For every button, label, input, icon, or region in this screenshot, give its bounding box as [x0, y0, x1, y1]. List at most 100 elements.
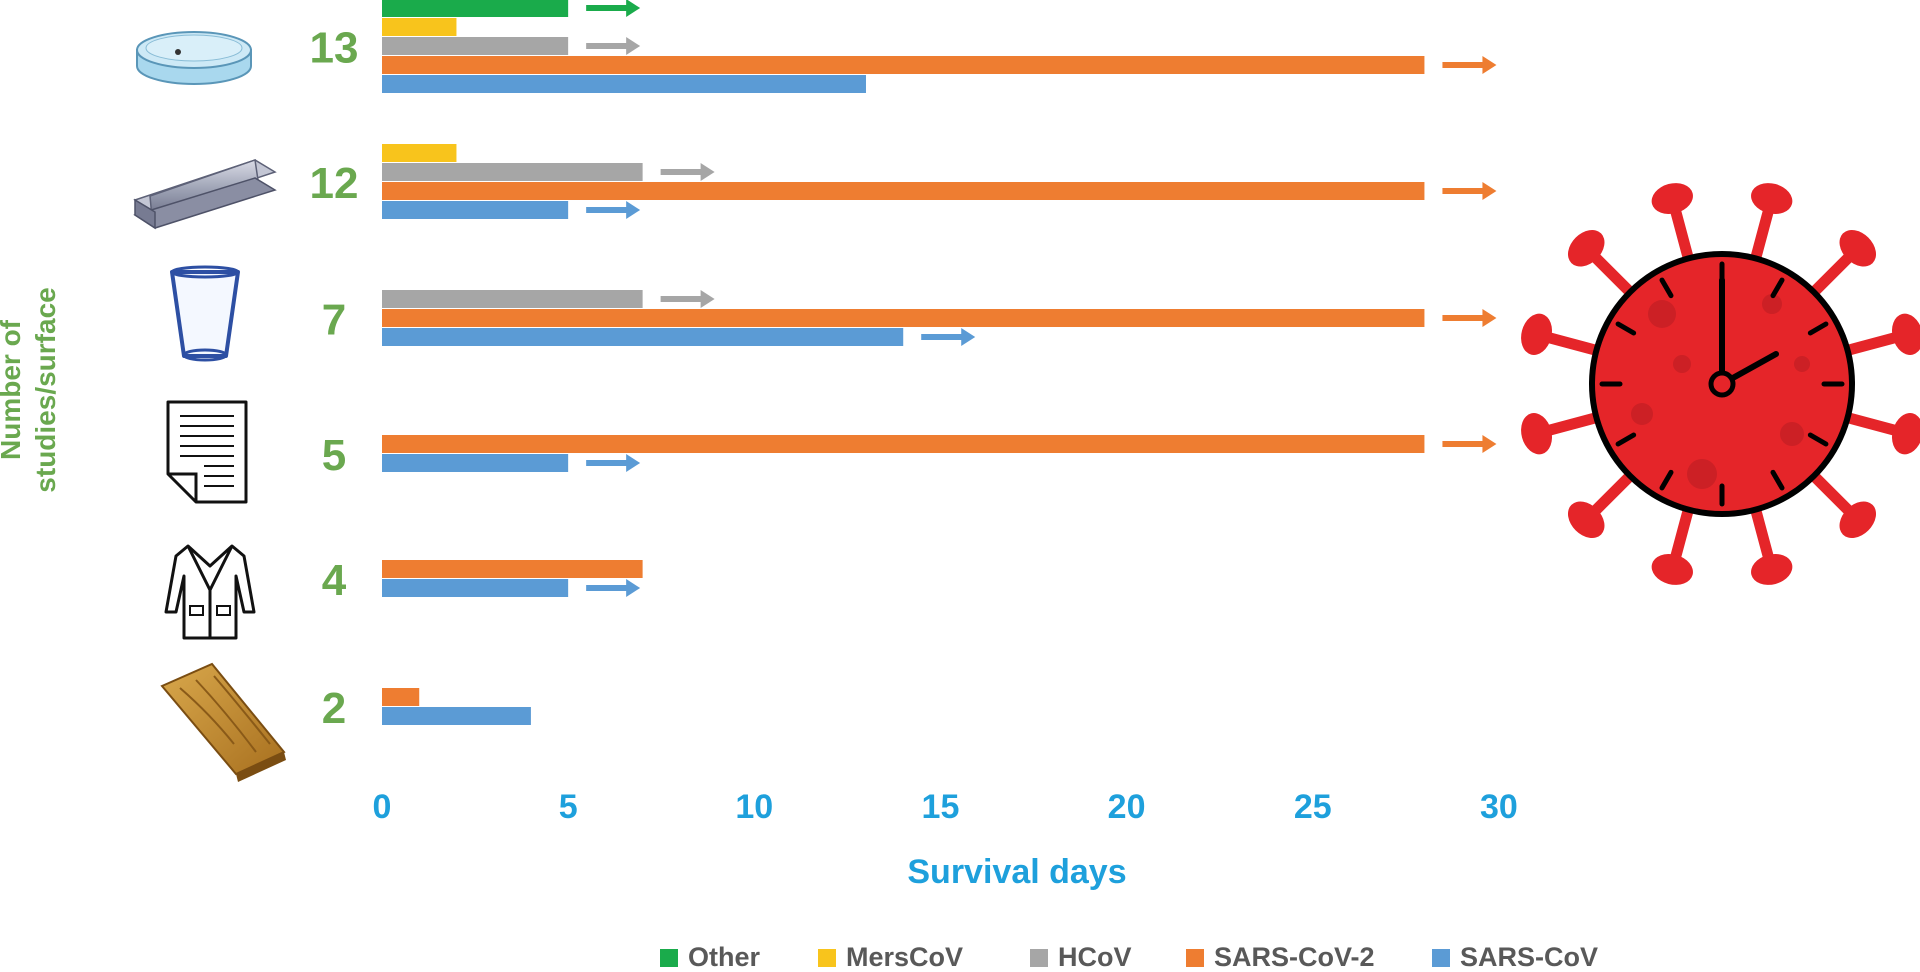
x-tick-label: 30 [1480, 788, 1518, 826]
virus-spot [1794, 356, 1810, 372]
count-label: 2 [322, 684, 346, 733]
bar-sars-cov [382, 75, 866, 93]
legend-swatch-other [660, 949, 678, 967]
clock-tick [1807, 321, 1829, 336]
virus-spike-tip [1567, 501, 1605, 539]
clock-tick [1659, 277, 1674, 299]
virus-spike-tip [1839, 229, 1877, 267]
bar-sars-cov [382, 328, 904, 346]
coat-icon [164, 544, 256, 640]
clock-tick [1615, 321, 1637, 336]
bar-sars-cov [382, 707, 531, 725]
legend-swatch-merscov [818, 949, 836, 967]
bar-sars-cov-2 [382, 435, 1425, 453]
x-axis-label: Survival days [907, 853, 1126, 891]
continuation-arrow [586, 579, 641, 597]
bar-sars-cov-2 [382, 560, 643, 578]
count-label: 4 [322, 556, 347, 605]
virus-spike [1836, 410, 1904, 437]
virus-spike [1669, 202, 1696, 270]
clock-center [1708, 370, 1736, 398]
clock-tick [1615, 432, 1637, 447]
legend-label-sars-cov: SARS-CoV [1460, 942, 1598, 972]
legend-label-sars-cov-2: SARS-CoV-2 [1214, 942, 1375, 972]
legend-label-hcov: HCoV [1058, 942, 1132, 972]
bar-merscov [382, 18, 457, 36]
continuation-arrow [1442, 435, 1497, 453]
bar-sars-cov-2 [382, 182, 1425, 200]
virus-spike [1587, 466, 1640, 519]
continuation-arrow [586, 454, 641, 472]
petri-dish-icon [136, 31, 252, 85]
continuation-arrow [660, 290, 715, 308]
paper-icon [166, 400, 248, 504]
continuation-arrow [921, 328, 976, 346]
virus-spike-tip [1891, 313, 1920, 355]
clock-tick [1659, 469, 1674, 491]
bar-hcov [382, 163, 643, 181]
virus-spike [1540, 410, 1608, 437]
bar-merscov [382, 144, 457, 162]
virus-spike [1836, 331, 1904, 358]
virus-spike [1804, 466, 1857, 519]
virus-spot [1687, 459, 1717, 489]
x-tick-label: 15 [922, 788, 960, 826]
y-axis-label-line1: Number of [0, 319, 26, 460]
virus-spike-tip [1751, 553, 1793, 585]
glass-icon [170, 265, 240, 362]
count-labels: 13 12 7 5 4 2 [310, 24, 359, 734]
bar-sars-cov-2 [382, 56, 1425, 74]
virus-spike-tip [1651, 553, 1693, 585]
count-label: 13 [310, 24, 359, 73]
clock-tick [1770, 469, 1785, 491]
x-tick-label: 20 [1108, 788, 1146, 826]
continuation-arrow [1442, 56, 1497, 74]
virus-spike-tip [1839, 501, 1877, 539]
virus-spike [1748, 202, 1775, 270]
wood-icon [160, 662, 286, 782]
virus-spike-tip [1521, 313, 1553, 355]
bar-other [382, 0, 569, 17]
clock-tick [1770, 277, 1785, 299]
continuation-arrow [586, 201, 641, 219]
virus-spike [1748, 498, 1775, 566]
virus-spike-tip [1567, 229, 1605, 267]
virus-spike-tip [1891, 413, 1920, 455]
legend-swatch-sars-cov-2 [1186, 949, 1204, 967]
virus-spike [1669, 498, 1696, 566]
bar-sars-cov [382, 454, 569, 472]
y-axis-label-line2: studies/surface [30, 287, 61, 492]
virus-spot [1780, 422, 1804, 446]
virus-spike-tip [1521, 413, 1553, 455]
y-axis-label: Number of studies/surface [0, 287, 61, 492]
bar-sars-cov-2 [382, 309, 1425, 327]
bar-sars-cov [382, 201, 569, 219]
bar-hcov [382, 37, 569, 55]
x-tick-label: 10 [735, 788, 773, 826]
virus-spike [1804, 249, 1857, 302]
virus-spike-tip [1751, 183, 1793, 215]
bars [382, 0, 1497, 725]
legend-swatch-hcov [1030, 949, 1048, 967]
continuation-arrow [1442, 182, 1497, 200]
bar-sars-cov-2 [382, 688, 420, 706]
steel-beam-icon [133, 158, 277, 230]
virus-spike [1587, 249, 1640, 302]
virus-spot [1762, 294, 1782, 314]
x-tick-label: 5 [559, 788, 578, 826]
virus-spot [1648, 300, 1676, 328]
continuation-arrow [586, 0, 641, 17]
count-label: 5 [322, 431, 346, 480]
count-label: 7 [322, 296, 346, 345]
virus-clock-icon [1521, 183, 1920, 585]
x-tick-label: 0 [373, 788, 392, 826]
x-tick-label: 25 [1294, 788, 1332, 826]
virus-spot [1631, 403, 1653, 425]
continuation-arrow [660, 163, 715, 181]
virus-spike-tip [1651, 183, 1693, 215]
virus-spike [1540, 331, 1608, 358]
legend-label-other: Other [688, 942, 761, 972]
x-axis-ticks: 0 5 10 15 20 25 30 [373, 788, 1518, 826]
legend: Other MersCoV HCoV SARS-CoV-2 SARS-CoV [660, 942, 1598, 972]
